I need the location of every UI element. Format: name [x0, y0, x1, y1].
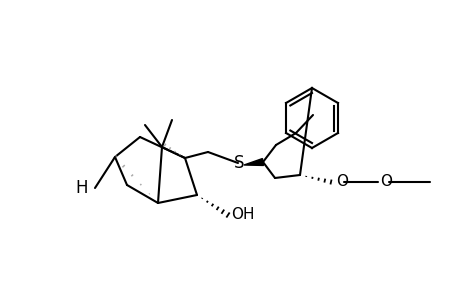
Text: OH: OH	[230, 208, 254, 223]
Text: H: H	[76, 179, 88, 197]
Text: O: O	[379, 175, 391, 190]
Polygon shape	[243, 158, 263, 166]
Text: S: S	[233, 154, 244, 172]
Text: O: O	[335, 175, 347, 190]
